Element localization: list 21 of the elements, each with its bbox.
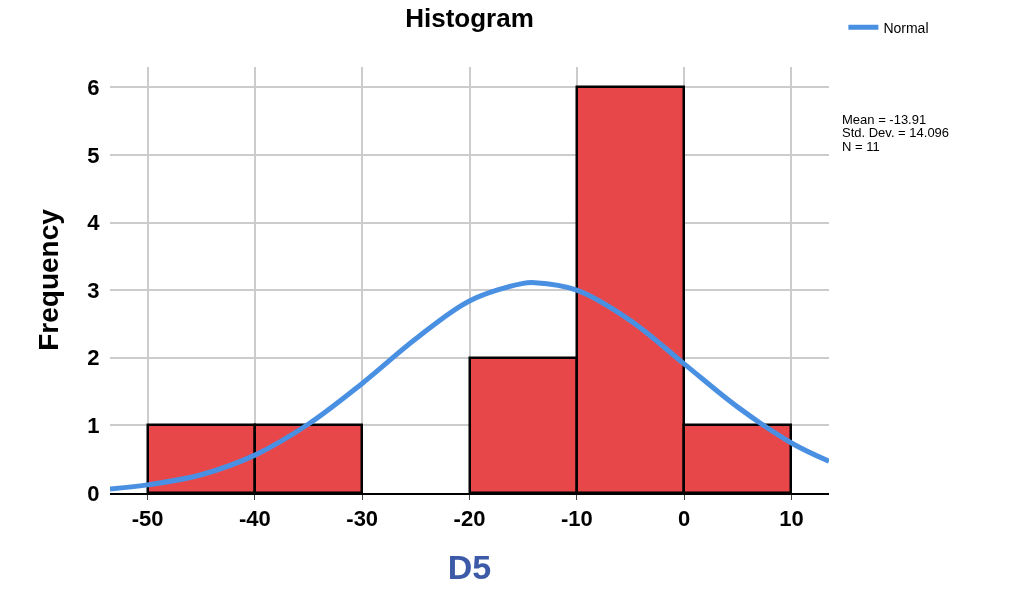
y-tick-label: 0 xyxy=(87,480,100,506)
y-tick-label: 1 xyxy=(87,413,100,439)
x-axis-title: D5 xyxy=(447,547,492,586)
y-tick-label: 6 xyxy=(87,74,100,100)
x-tick-label: -40 xyxy=(238,506,271,532)
x-tick-label: 0 xyxy=(678,506,691,532)
x-tick-label: -20 xyxy=(453,506,486,532)
text: Std. Dev. = 14.096 xyxy=(842,125,950,140)
y-tick-label: 5 xyxy=(87,142,100,168)
x-tick-label: -50 xyxy=(131,506,164,532)
text: N = 11 xyxy=(842,139,880,154)
x-tick-label: -30 xyxy=(346,506,379,532)
legend-label: Normal xyxy=(883,19,929,36)
y-tick-label: 2 xyxy=(87,345,100,371)
y-axis-title: Frequency xyxy=(33,208,65,351)
x-tick-label: -10 xyxy=(560,506,593,532)
text: Mean = -13.91 xyxy=(842,112,927,127)
y-tick-label: 4 xyxy=(87,210,101,236)
y-tick-label: 3 xyxy=(87,277,100,303)
chart-title: Histogram xyxy=(405,3,534,34)
x-tick-label: 10 xyxy=(779,506,804,532)
